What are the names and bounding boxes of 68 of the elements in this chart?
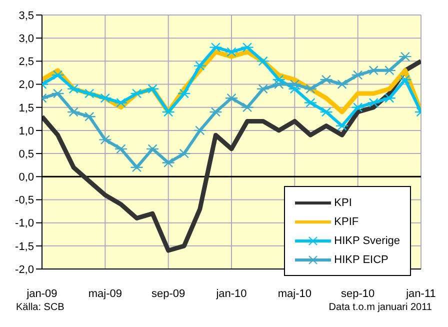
point <box>178 148 191 158</box>
text: Källa: SCB <box>16 302 64 313</box>
point <box>146 84 160 94</box>
point <box>209 42 222 52</box>
point <box>114 98 128 108</box>
point <box>130 88 144 98</box>
point <box>66 107 80 117</box>
y-tick-label: 3,5 <box>18 10 34 22</box>
y-tick-label: 0,0 <box>18 172 34 184</box>
point <box>288 79 302 90</box>
point <box>398 52 412 62</box>
legend-label: KPIF <box>334 216 359 228</box>
point <box>288 84 302 94</box>
point <box>162 158 175 168</box>
point <box>320 74 333 84</box>
point <box>367 98 380 108</box>
point <box>320 107 333 117</box>
y-tick-label: 1,0 <box>18 125 34 138</box>
point <box>382 93 396 103</box>
point <box>304 98 318 108</box>
point <box>351 102 364 112</box>
point <box>256 84 270 94</box>
point <box>209 107 222 117</box>
point <box>66 84 80 94</box>
point <box>51 70 64 80</box>
point <box>82 88 96 98</box>
y-tick-label: -2,0 <box>15 264 34 276</box>
y-tick-label: -0,5 <box>15 194 34 207</box>
point <box>51 88 64 98</box>
point <box>162 107 175 117</box>
point <box>272 74 286 84</box>
y-tick-label: -1,0 <box>15 218 34 230</box>
point <box>335 79 349 90</box>
point <box>224 93 238 103</box>
x-tick-label: jan-09 <box>26 288 58 300</box>
point <box>193 126 207 136</box>
text: Data t.o.m januari 2011 <box>328 302 432 313</box>
point <box>351 70 364 80</box>
point <box>178 88 191 98</box>
y-tick-label: -1,5 <box>15 240 34 253</box>
point <box>98 134 112 144</box>
y-tick-label: 2,0 <box>18 79 34 92</box>
y-tick-label: 1,5 <box>18 102 34 114</box>
x-tick-label: jan-11 <box>405 288 436 300</box>
x-tick-label: maj-09 <box>88 288 122 300</box>
point <box>367 66 380 76</box>
point <box>193 61 207 71</box>
point <box>114 144 128 154</box>
point <box>240 102 254 112</box>
point <box>98 93 112 103</box>
legend-label: HIKP EICP <box>334 254 388 266</box>
x-tick-label: sep-10 <box>341 288 375 300</box>
point <box>304 84 318 94</box>
point <box>256 56 270 66</box>
y-tick-label: 2,5 <box>18 56 34 68</box>
point <box>272 79 286 90</box>
y-tick-label: 3,0 <box>18 32 34 45</box>
y-tick-label: 0,5 <box>18 148 34 160</box>
point <box>240 42 254 52</box>
point <box>398 74 412 84</box>
point <box>82 112 96 122</box>
x-tick-label: maj-10 <box>278 288 312 300</box>
x-tick-label: jan-10 <box>215 288 247 300</box>
point <box>224 47 238 57</box>
x-tick-label: sep-09 <box>152 288 186 300</box>
legend-label: KPI <box>334 196 352 208</box>
legend-label: HIKP Sverige <box>334 234 400 246</box>
point <box>382 66 396 76</box>
